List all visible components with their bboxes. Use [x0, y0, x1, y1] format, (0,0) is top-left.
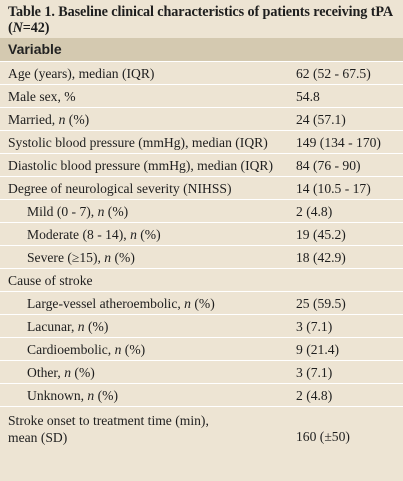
row-label: Degree of neurological severity (NIHSS)	[8, 181, 232, 196]
row-label: Stroke onset to treatment time (min), mea…	[0, 407, 296, 446]
label-text: Severe (≥15),	[27, 250, 105, 265]
label-suffix: (%)	[136, 227, 161, 242]
row-value: 54.8	[296, 89, 320, 104]
label-suffix: (%)	[121, 342, 146, 357]
row-label: Cause of stroke	[8, 273, 93, 288]
row-label: Unknown, n (%)	[0, 384, 296, 404]
label-suffix: (%)	[190, 296, 215, 311]
caption-n: N	[12, 20, 23, 36]
table-row: Unknown, n (%) 2 (4.8)	[0, 384, 403, 407]
label-text: Moderate (8 - 14),	[27, 227, 131, 242]
label-text: Cardioembolic,	[27, 342, 115, 357]
label-n: n	[77, 319, 85, 334]
label-text: Mild (0 - 7),	[27, 204, 98, 219]
label-n: n	[114, 342, 122, 357]
label-suffix: (%)	[104, 204, 129, 219]
row-value: 3 (7.1)	[296, 365, 333, 380]
label-line-1: Stroke onset to treatment time (min),	[8, 413, 209, 428]
row-label: Systolic blood pressure (mmHg), median (…	[8, 135, 268, 150]
table-row: Lacunar, n (%) 3 (7.1)	[0, 315, 403, 338]
row-value: 84 (76 - 90)	[296, 158, 361, 173]
column-header-variable: Variable	[0, 38, 403, 62]
label-n: n	[104, 250, 112, 265]
label-suffix: (%)	[111, 250, 135, 265]
row-value: 3 (7.1)	[296, 319, 333, 334]
table-row: Male sex, % 54.8	[0, 85, 403, 108]
row-label: Cardioembolic, n (%)	[0, 338, 296, 358]
table-row: Diastolic blood pressure (mmHg), median …	[0, 154, 403, 177]
label-suffix: (%)	[71, 365, 95, 380]
table-row: Mild (0 - 7), n (%) 2 (4.8)	[0, 200, 403, 223]
table-row: Married, n (%) 24 (57.1)	[0, 108, 403, 131]
label-n: n	[87, 388, 95, 403]
row-value: 19 (45.2)	[296, 227, 346, 242]
label-text: Married,	[8, 112, 59, 127]
table-row: Other, n (%) 3 (7.1)	[0, 361, 403, 384]
row-value: 25 (59.5)	[296, 296, 346, 311]
table-row: Severe (≥15), n (%) 18 (42.9)	[0, 246, 403, 269]
row-value	[296, 269, 403, 273]
row-label: Large-vessel atheroembolic, n (%)	[0, 292, 296, 312]
row-label: Married, n (%)	[0, 108, 296, 128]
row-label: Other, n (%)	[0, 361, 296, 381]
label-n: n	[97, 204, 105, 219]
label-text: Unknown,	[27, 388, 88, 403]
label-n: n	[58, 112, 66, 127]
row-value: 2 (4.8)	[296, 388, 333, 403]
label-n: n	[184, 296, 191, 311]
label-text: Lacunar,	[27, 319, 78, 334]
row-value: 24 (57.1)	[296, 112, 346, 127]
row-value: 2 (4.8)	[296, 204, 333, 219]
table-row: Large-vessel atheroembolic, n (%) 25 (59…	[0, 292, 403, 315]
table-row: Cardioembolic, n (%) 9 (21.4)	[0, 338, 403, 361]
table-row: Age (years), median (IQR) 62 (52 - 67.5)	[0, 62, 403, 85]
table-caption: Table 1. Baseline clinical characteristi…	[0, 0, 403, 38]
row-label: Lacunar, n (%)	[0, 315, 296, 335]
row-value: 9 (21.4)	[296, 342, 340, 357]
label-text: Other,	[27, 365, 65, 380]
row-label: Moderate (8 - 14), n (%)	[0, 223, 296, 243]
table-row: Systolic blood pressure (mmHg), median (…	[0, 131, 403, 154]
row-value: 18 (42.9)	[296, 250, 346, 265]
label-n: n	[64, 365, 72, 380]
row-label: Age (years), median (IQR)	[8, 66, 155, 81]
label-text: Large-vessel atheroembolic,	[27, 296, 185, 311]
row-value: 14 (10.5 - 17)	[296, 181, 371, 196]
label-suffix: (%)	[65, 112, 90, 127]
label-suffix: (%)	[94, 388, 118, 403]
caption-n-value: =42)	[22, 20, 50, 36]
table-row: Stroke onset to treatment time (min), mea…	[0, 407, 403, 450]
label-line-2: mean (SD)	[8, 430, 68, 445]
row-label: Mild (0 - 7), n (%)	[0, 200, 296, 220]
table-row: Degree of neurological severity (NIHSS) …	[0, 177, 403, 200]
row-label: Male sex, %	[8, 89, 76, 104]
row-value: 149 (134 - 170)	[296, 135, 381, 150]
label-suffix: (%)	[84, 319, 109, 334]
row-value: 62 (52 - 67.5)	[296, 66, 371, 81]
table-row: Moderate (8 - 14), n (%) 19 (45.2)	[0, 223, 403, 246]
row-label: Severe (≥15), n (%)	[0, 246, 296, 266]
row-label: Diastolic blood pressure (mmHg), median …	[8, 158, 274, 173]
caption-text: Table 1. Baseline clinical characteristi…	[8, 4, 393, 36]
row-value: 160 (±50)	[296, 429, 350, 444]
label-n: n	[130, 227, 137, 242]
table-row: Cause of stroke	[0, 269, 403, 292]
